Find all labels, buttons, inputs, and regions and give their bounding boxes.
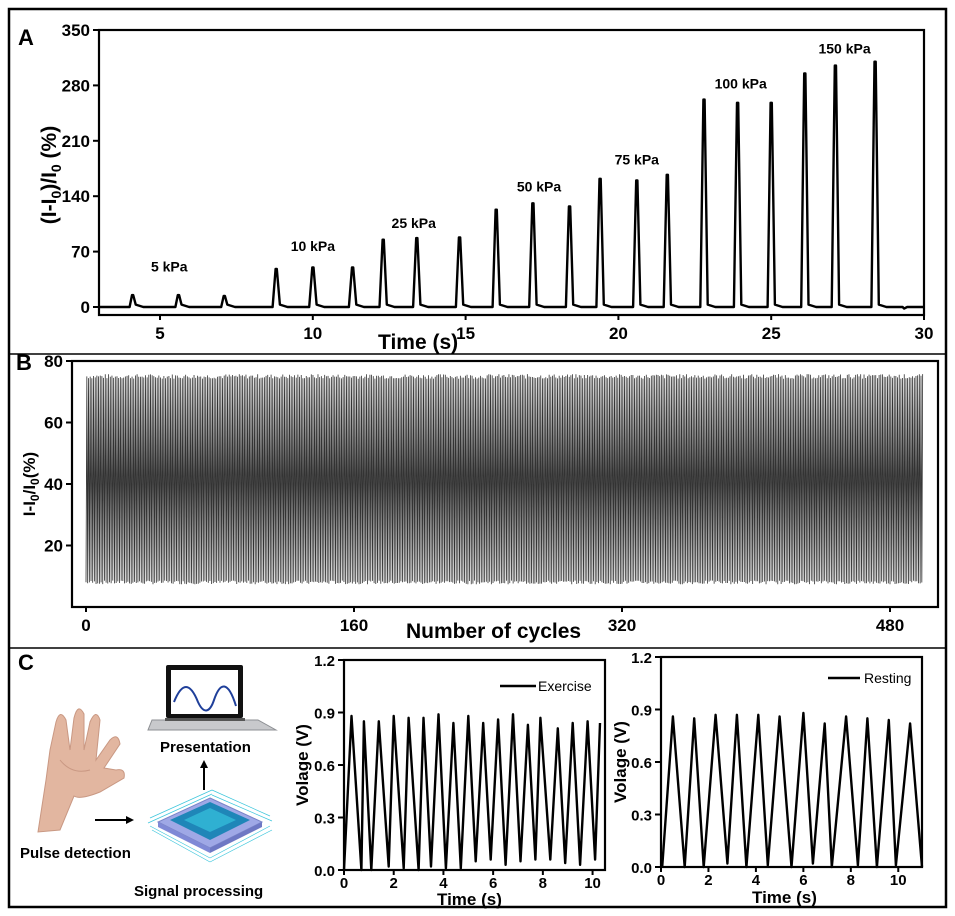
y-tick-label: 1.2 <box>631 650 652 667</box>
figure-frame <box>7 7 948 909</box>
x-tick-label: 160 <box>340 616 368 635</box>
y-tick-label: 80 <box>44 352 63 371</box>
x-tick-label: 6 <box>799 872 807 889</box>
y-tick-label: 210 <box>62 132 90 151</box>
pressure-annotation: 25 kPa <box>392 215 437 231</box>
chart-c-resting: 0.0 0.3 0.6 0.9 1.2 0 2 4 6 8 10 Resting Time (s)… <box>611 650 924 907</box>
chart-b-ylabel: I-I0/I0(%) <box>20 452 42 516</box>
panel-label-c: C <box>18 650 34 675</box>
chart-c-exercise-series-line <box>342 713 602 872</box>
pulse-pipeline-illustration: Presentation Pulse detection Signal proc… <box>20 665 278 900</box>
chart-c-exercise-xlabel: Time (s) <box>437 890 502 909</box>
chart-c-resting-series-line <box>661 711 924 869</box>
chart-b: 20 40 60 80 0 160 320 480 Number of cycles I-I… <box>20 352 940 643</box>
x-tick-label: 2 <box>704 872 712 889</box>
pressure-annotation: 100 kPa <box>715 76 767 92</box>
legend-exercise-label: Exercise <box>538 678 592 694</box>
panel-label-a: A <box>18 25 34 50</box>
y-tick-label: 20 <box>44 537 63 556</box>
hand-icon <box>37 708 125 833</box>
arrow-right-icon <box>95 816 134 824</box>
legend-resting-label: Resting <box>864 670 911 686</box>
caption-pulse-detection: Pulse detection <box>20 845 131 862</box>
x-tick-label: 4 <box>439 875 448 892</box>
x-tick-label: 20 <box>609 324 628 343</box>
panel-label-b: B <box>16 350 32 375</box>
y-tick-label: 0.6 <box>631 755 652 772</box>
pressure-annotation: 5 kPa <box>151 258 188 274</box>
y-tick-label: 1.2 <box>314 653 335 670</box>
x-tick-label: 15 <box>456 324 475 343</box>
x-tick-label: 0 <box>657 872 665 889</box>
y-tick-label: 0.9 <box>314 706 335 723</box>
chart-a: 0 70 140 210 280 350 5 10 15 20 25 30 5 kPa 10 kPa 2… <box>38 21 933 354</box>
caption-presentation: Presentation <box>160 739 251 756</box>
caption-signal-processing: Signal processing <box>134 883 263 900</box>
y-tick-label: 60 <box>44 414 63 433</box>
x-tick-label: 0 <box>340 875 348 892</box>
chart-c-resting-xlabel: Time (s) <box>752 888 817 907</box>
chart-a-frame <box>97 28 926 317</box>
x-tick-label: 30 <box>915 324 934 343</box>
y-tick-label: 140 <box>62 187 90 206</box>
y-tick-label: 0.3 <box>314 811 335 828</box>
chart-c-resting-frame <box>659 655 924 869</box>
wave-icon <box>173 685 237 712</box>
x-tick-label: 320 <box>608 616 636 635</box>
chart-a-series-line <box>99 60 924 310</box>
y-tick-label: 0.6 <box>314 758 335 775</box>
chart-a-xlabel: Time (s) <box>378 331 458 354</box>
y-tick-label: 0 <box>81 298 90 317</box>
chart-c-exercise: 0.0 0.3 0.6 0.9 1.2 0 2 4 6 8 10 Exercise Time (s… <box>293 653 607 909</box>
x-tick-label: 25 <box>762 324 781 343</box>
y-tick-label: 0.3 <box>631 808 652 825</box>
x-tick-label: 10 <box>303 324 322 343</box>
chart-b-xlabel: Number of cycles <box>406 620 581 643</box>
x-tick-label: 4 <box>752 872 761 889</box>
x-tick-label: 10 <box>890 872 907 889</box>
pressure-annotation: 150 kPa <box>818 41 870 57</box>
y-tick-label: 0.9 <box>631 703 652 720</box>
x-tick-label: 8 <box>847 872 855 889</box>
x-tick-label: 10 <box>584 875 601 892</box>
arrow-up-icon <box>200 760 208 790</box>
x-tick-label: 5 <box>155 324 164 343</box>
y-tick-label: 70 <box>71 243 90 262</box>
y-tick-label: 40 <box>44 475 63 494</box>
y-tick-label: 350 <box>62 21 90 40</box>
pressure-annotation: 50 kPa <box>517 178 562 194</box>
chart-a-ylabel: (I-I0)/I0 (%) <box>38 126 64 224</box>
y-tick-label: 280 <box>62 76 90 95</box>
chart-c-resting-ylabel: Volage (V) <box>611 721 630 803</box>
x-tick-label: 8 <box>539 875 547 892</box>
chip-icon <box>147 789 273 863</box>
pressure-annotation: 75 kPa <box>615 152 660 168</box>
y-tick-label: 0.0 <box>314 863 335 880</box>
x-tick-label: 480 <box>876 616 904 635</box>
laptop-icon <box>147 665 278 731</box>
pressure-annotation: 10 kPa <box>291 238 336 254</box>
chart-b-series-line <box>85 374 924 585</box>
x-tick-label: 0 <box>81 616 90 635</box>
y-tick-label: 0.0 <box>631 860 652 877</box>
x-tick-label: 6 <box>489 875 497 892</box>
chart-c-exercise-ylabel: Volage (V) <box>293 724 312 806</box>
x-tick-label: 2 <box>390 875 398 892</box>
